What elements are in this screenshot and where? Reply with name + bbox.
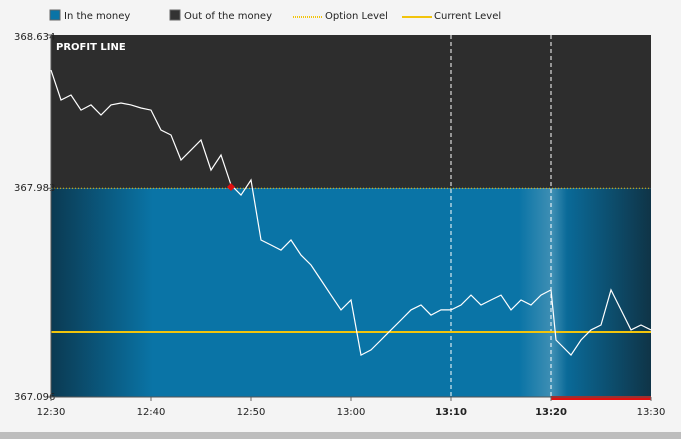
cross-marker: [227, 183, 235, 191]
y-tick-label: 367.096: [14, 392, 55, 403]
x-tick-label: 13:00: [337, 407, 366, 418]
x-tick-label: 13:10: [435, 407, 467, 418]
in-the-money-region: [51, 188, 651, 397]
bottom-bar: [0, 432, 681, 439]
legend-swatch: [169, 9, 181, 21]
legend-label: Out of the money: [184, 11, 272, 22]
x-tick-label: 12:30: [37, 407, 66, 418]
y-tick-label: 367.983: [14, 183, 55, 194]
legend-label: Option Level: [325, 11, 388, 22]
legend: In the money Out of the money Option Level…: [49, 9, 501, 22]
plot-title: PROFIT LINE: [56, 42, 126, 53]
legend-label: Current Level: [434, 11, 501, 22]
legend-swatch: [49, 9, 61, 21]
y-tick-label: 368.634: [14, 32, 55, 43]
expiry-bar: [551, 396, 651, 400]
x-tick-label: 13:20: [535, 407, 567, 418]
out-of-money-region: [51, 35, 651, 189]
profit-line: [50, 69, 652, 357]
x-tick-label: 13:30: [637, 407, 666, 418]
legend-label: In the money: [64, 11, 130, 22]
x-tick-label: 12:50: [237, 407, 266, 418]
x-tick-label: 12:40: [137, 407, 166, 418]
